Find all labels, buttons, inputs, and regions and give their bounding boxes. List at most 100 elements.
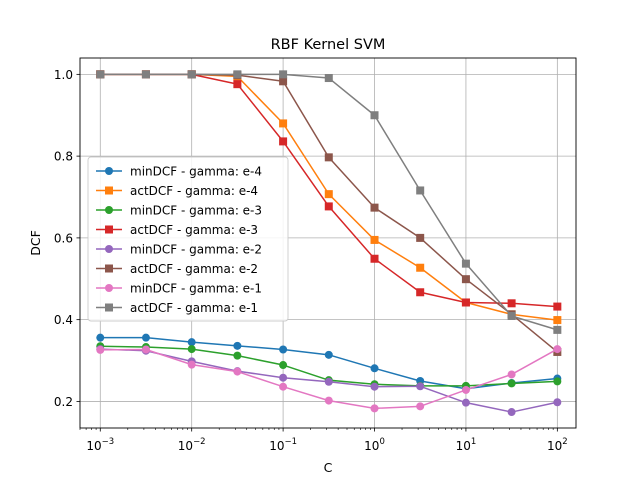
data-point — [507, 370, 516, 379]
data-point — [507, 311, 516, 320]
data-point — [416, 186, 425, 195]
y-tick-label: 0.8 — [54, 150, 73, 164]
legend-marker — [105, 264, 113, 273]
data-point — [279, 382, 288, 391]
data-point — [187, 345, 196, 354]
data-point — [141, 333, 150, 342]
legend-label: minDCF - gamma: e-3 — [130, 204, 262, 218]
data-point — [279, 70, 288, 79]
x-tick-label: 10−2 — [178, 437, 206, 453]
data-point — [370, 203, 379, 212]
data-point — [279, 119, 288, 128]
legend-item: actDCF - gamma: e-3 — [96, 223, 258, 237]
legend-label: minDCF - gamma: e-2 — [130, 243, 262, 257]
data-point — [370, 111, 379, 120]
data-point — [553, 302, 562, 311]
data-point — [324, 377, 333, 386]
data-point — [370, 254, 379, 263]
legend-label: minDCF - gamma: e-4 — [130, 165, 262, 179]
data-point — [279, 345, 288, 354]
series-8 — [96, 70, 562, 334]
data-point — [416, 263, 425, 272]
legend-label: actDCF - gamma: e-2 — [130, 262, 258, 276]
y-axis-label: DCF — [28, 230, 43, 256]
data-point — [507, 379, 516, 388]
data-point — [141, 345, 150, 354]
data-point — [461, 385, 470, 394]
x-axis-label: C — [324, 460, 333, 475]
y-tick-label: 0.2 — [54, 395, 73, 409]
data-point — [507, 408, 516, 417]
legend-label: minDCF - gamma: e-1 — [130, 282, 262, 296]
legend-item: actDCF - gamma: e-2 — [96, 262, 258, 276]
legend-item: actDCF - gamma: e-4 — [96, 184, 258, 198]
legend-marker — [105, 167, 113, 175]
data-point — [416, 288, 425, 297]
legend-item: actDCF - gamma: e-1 — [96, 301, 258, 315]
series-7 — [96, 345, 562, 413]
legend-marker — [105, 245, 113, 253]
data-point — [96, 70, 105, 79]
legend-label: actDCF - gamma: e-1 — [130, 301, 258, 315]
data-point — [416, 402, 425, 411]
legend-item: minDCF - gamma: e-4 — [96, 165, 262, 179]
y-tick-label: 1.0 — [54, 68, 73, 82]
legend-label: actDCF - gamma: e-3 — [130, 223, 258, 237]
x-tick-label: 100 — [364, 437, 385, 453]
data-point — [370, 404, 379, 413]
legend-item: minDCF - gamma: e-2 — [96, 243, 262, 257]
data-point — [416, 233, 425, 242]
data-point — [553, 325, 562, 334]
y-tick-label: 0.6 — [54, 231, 73, 245]
data-point — [233, 367, 242, 376]
data-point — [324, 396, 333, 405]
data-point — [233, 70, 242, 79]
data-point — [279, 77, 288, 86]
data-point — [187, 70, 196, 79]
data-point — [553, 398, 562, 407]
legend-marker — [105, 186, 113, 195]
data-point — [324, 202, 333, 211]
series-layer — [96, 70, 562, 417]
data-point — [96, 345, 105, 354]
plot-frame — [79, 57, 577, 429]
x-tick-label: 102 — [547, 437, 568, 453]
x-tick-label: 101 — [456, 437, 477, 453]
data-point — [233, 80, 242, 89]
data-point — [324, 350, 333, 359]
legend-marker — [105, 303, 113, 312]
data-point — [370, 382, 379, 391]
data-point — [187, 360, 196, 369]
legend-marker — [105, 225, 113, 234]
legend-item: minDCF - gamma: e-3 — [96, 204, 262, 218]
data-point — [324, 190, 333, 199]
x-tick-label: 10−1 — [269, 437, 297, 453]
data-point — [553, 377, 562, 386]
legend-box — [87, 156, 289, 322]
legend-label: actDCF - gamma: e-4 — [130, 184, 258, 198]
legend: minDCF - gamma: e-4 actDCF - gamma: e-4 mi… — [87, 156, 289, 322]
axis-layer: 0.2 0.4 0.6 0.8 1.0 10−3 10−2 10−1 100 101 102 — [54, 68, 568, 453]
data-point — [370, 235, 379, 244]
data-point — [233, 351, 242, 360]
data-point — [324, 153, 333, 162]
data-point — [279, 137, 288, 146]
data-point — [233, 341, 242, 350]
data-point — [461, 298, 470, 307]
data-point — [461, 275, 470, 284]
data-point — [461, 259, 470, 268]
data-point — [141, 70, 150, 79]
data-point — [461, 398, 470, 407]
data-point — [553, 316, 562, 325]
legend-item: minDCF - gamma: e-1 — [96, 282, 262, 296]
data-point — [507, 299, 516, 308]
data-point — [279, 361, 288, 370]
x-tick-label: 10−3 — [86, 437, 114, 453]
data-point — [553, 345, 562, 354]
y-tick-label: 0.4 — [54, 313, 73, 327]
chart-title: RBF Kernel SVM — [271, 37, 386, 53]
legend-marker — [105, 206, 113, 214]
data-point — [370, 364, 379, 373]
